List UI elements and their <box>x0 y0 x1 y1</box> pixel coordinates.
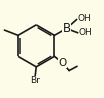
Text: Br: Br <box>30 76 40 85</box>
Text: OH: OH <box>77 14 91 23</box>
Text: B: B <box>62 22 71 35</box>
Text: OH: OH <box>78 28 92 37</box>
Text: O: O <box>58 58 66 68</box>
